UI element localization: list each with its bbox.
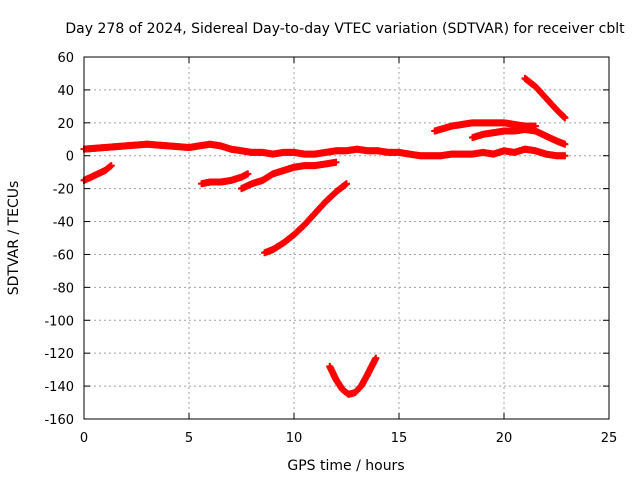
x-axis-ticks: 0 5 10 15 20 25 [80,57,617,446]
data-point [332,158,340,166]
y-tick-label: -60 [53,248,74,263]
data-series [80,162,115,184]
data-series [80,140,382,158]
y-tick-label: 20 [57,117,74,132]
y-axis-ticks: -160 -140 -120 -100 -80 -60 -40 -20 0 20 40 60 [44,51,609,428]
y-tick-label: -160 [44,413,74,428]
data-series [198,170,252,188]
data-point [107,162,115,170]
y-tick-label: -100 [44,314,74,329]
y-tick-label: -140 [44,380,74,395]
y-tick-label: -20 [53,183,74,198]
x-tick-label: 10 [286,431,303,446]
y-axis-label: SDTVAR / TECUs [6,181,22,296]
data-series [521,74,569,122]
x-tick-label: 15 [391,431,408,446]
data-series [326,354,380,398]
y-tick-label: -40 [53,216,74,231]
data-point [561,140,569,148]
grid [84,57,609,419]
data-series [469,125,569,148]
y-tick-label: 0 [66,150,74,165]
y-tick-label: -80 [53,281,74,296]
data-point [561,114,569,122]
data-point [343,180,350,188]
data-series [238,158,340,193]
data-points [80,74,569,398]
x-tick-label: 25 [601,431,618,446]
data-point [244,170,252,178]
y-tick-label: -120 [44,347,74,362]
plot-frame [83,56,610,420]
data-series [431,119,539,135]
data-point [372,354,380,362]
data-point [561,152,569,160]
chart-title: Day 278 of 2024, Sidereal Day-to-day VTE… [65,21,625,37]
x-tick-label: 20 [496,431,513,446]
x-tick-label: 5 [185,431,193,446]
x-tick-label: 0 [80,431,88,446]
x-axis-label: GPS time / hours [287,458,404,474]
data-series [261,180,350,257]
y-tick-label: 60 [57,51,74,66]
data-series [374,145,569,160]
y-tick-label: 40 [57,84,74,99]
